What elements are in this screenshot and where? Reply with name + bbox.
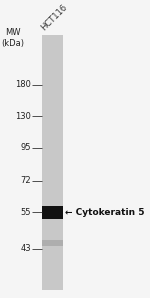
Text: 72: 72 xyxy=(20,176,31,185)
Bar xyxy=(42,240,63,246)
Text: HCT116: HCT116 xyxy=(39,3,68,32)
Text: ← Cytokeratin 5: ← Cytokeratin 5 xyxy=(65,208,145,217)
Bar xyxy=(42,35,63,290)
Text: MW
(kDa): MW (kDa) xyxy=(1,28,24,48)
Bar xyxy=(42,206,63,218)
Text: 130: 130 xyxy=(15,111,31,120)
Text: 95: 95 xyxy=(21,143,31,152)
Text: 55: 55 xyxy=(21,208,31,217)
Text: 180: 180 xyxy=(15,80,31,89)
Text: 43: 43 xyxy=(20,244,31,253)
